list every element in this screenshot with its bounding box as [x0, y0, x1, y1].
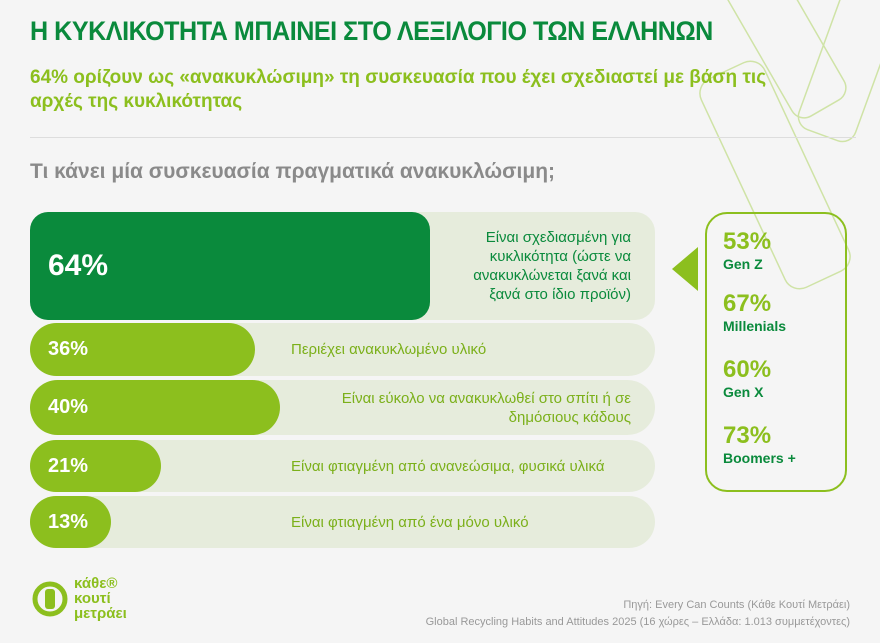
- gen-pct: 53%: [723, 228, 772, 255]
- source-note: Πηγή: Every Can Counts (Κάθε Κουτί Μετρά…: [426, 597, 850, 631]
- gen-name: Gen Z: [723, 256, 763, 272]
- bar-label: Είναι εύκολο να ανακυκλωθεί στο σπίτι ή …: [341, 389, 631, 426]
- bar-track: 36% Περιέχει ανακυκλωμένο υλικό: [30, 323, 655, 376]
- subtitle: 64% ορίζουν ως «ανακυκλώσιμη» τη συσκευα…: [30, 67, 767, 112]
- gen-millenials: 67% Millenials: [723, 290, 786, 334]
- source-line: Πηγή: Every Can Counts (Κάθε Κουτί Μετρά…: [623, 599, 850, 611]
- recycle-can-icon: [32, 581, 68, 617]
- page-title: Η ΚΥΚΛΙΚΟΤΗΤΑ ΜΠΑΙΝΕΙ ΣΤΟ ΛΕΞΙΛΟΓΙΟ ΤΩΝ …: [30, 16, 713, 46]
- bar: 13%: [30, 496, 112, 548]
- bar: 36%: [30, 323, 255, 376]
- bar-label: Είναι φτιαγμένη από ένα μόνο υλικό: [291, 513, 529, 531]
- bar: 64%: [30, 212, 430, 320]
- logo-text: μετράει: [74, 604, 127, 622]
- decorative-cans: [699, 0, 880, 290]
- gen-name: Millenials: [723, 318, 787, 334]
- gen-name: Gen X: [723, 384, 764, 400]
- gen-pct: 73%: [723, 422, 772, 449]
- logo: κάθε® κουτί μετράει: [30, 575, 127, 621]
- bar: 21%: [30, 440, 162, 492]
- bar-track: 13% Είναι φτιαγμένη από ένα μόνο υλικό: [30, 496, 655, 548]
- gen-pct: 67%: [723, 290, 772, 317]
- question: Τι κάνει μία συσκευασία πραγματικά ανακυ…: [30, 160, 556, 183]
- gen-z: 53% Gen Z: [723, 228, 771, 272]
- logo-text: κουτί: [74, 589, 111, 607]
- logo-text: κάθε®: [74, 574, 118, 592]
- bar-track: 64% Είναι σχεδιασμένη για κυκλικότητα (ώσ…: [30, 212, 655, 320]
- source-line: Global Recycling Habits and Attitudes 20…: [425, 616, 850, 628]
- divider: [30, 137, 856, 138]
- bar-track: 40% Είναι εύκολο να ανακυκλωθεί στο σπίτι…: [30, 380, 655, 435]
- bar-label: Είναι φτιαγμένη από ανανεώσιμα, φυσικά υ…: [291, 457, 605, 475]
- bar: 40%: [30, 380, 280, 435]
- generation-panel: 53% Gen Z 67% Millenials 60% Gen X 73% Boome…: [705, 212, 847, 492]
- bar-label: Περιέχει ανακυκλωμένο υλικό: [291, 341, 487, 358]
- bar-label: Είναι σχεδιασμένη για κυκλικότητα (ώστε …: [473, 229, 631, 303]
- gen-x: 60% Gen X: [723, 356, 771, 400]
- gen-boomers: 73% Boomers +: [723, 422, 796, 466]
- gen-pct: 60%: [723, 356, 772, 383]
- bar-track: 21% Είναι φτιαγμένη από ανανεώσιμα, φυσικ…: [30, 440, 655, 492]
- gen-name: Boomers +: [723, 450, 796, 466]
- pointer-triangle: [672, 247, 698, 291]
